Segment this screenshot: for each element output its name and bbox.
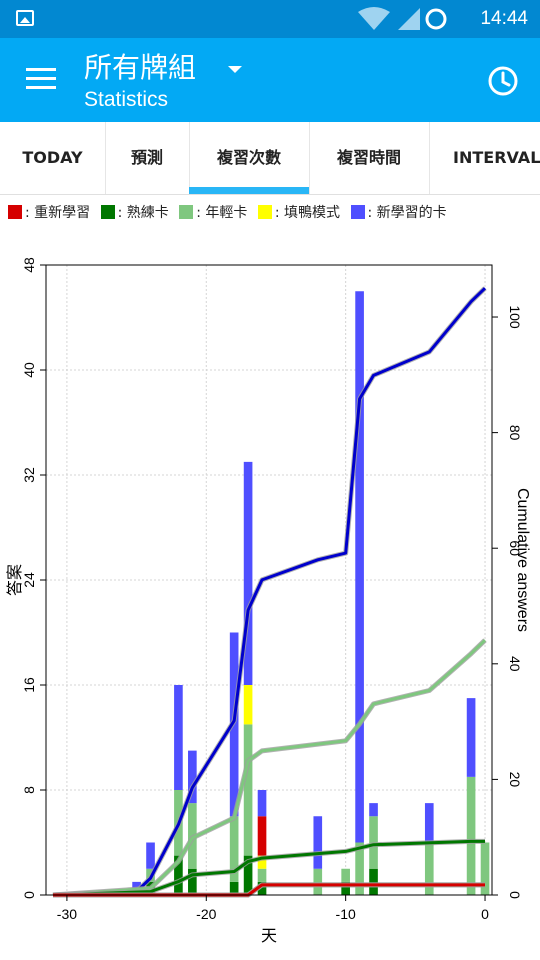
bar-learn <box>243 461 253 685</box>
y-tick-label: 32 <box>21 467 37 483</box>
cumulative-line-total <box>52 287 487 897</box>
status-time: 14:44 <box>480 8 528 29</box>
y-tick-label: 16 <box>21 677 37 693</box>
y-tick-label: 0 <box>21 891 37 899</box>
legend-swatch-mature <box>100 205 115 219</box>
legend-label-learn: 新學習的卡 <box>376 205 447 221</box>
app-toolbar: 所有牌組 Statistics <box>0 38 540 122</box>
bar-learn <box>146 842 155 869</box>
image-notification-icon <box>16 10 34 26</box>
bar-young <box>355 842 364 895</box>
signal-icon <box>398 8 420 30</box>
legend-swatch-relearn <box>8 205 22 219</box>
bar-young <box>480 842 490 895</box>
bar-mature <box>341 881 350 895</box>
review-count-chart: -30 -20 -10 0 0 8 16 24 32 40 48 0 20 40 60 80 100 天 答案 Cum… <box>6 257 531 945</box>
battery-ring-icon <box>425 8 447 30</box>
chevron-down-icon[interactable] <box>228 66 242 73</box>
deck-title[interactable]: 所有牌組 <box>84 51 197 84</box>
tab-today[interactable]: TODAY <box>0 122 106 194</box>
legend-label-mature: 熟練卡 <box>126 205 169 221</box>
bar-mature <box>257 881 267 895</box>
tab-review-count[interactable]: 複習次數 <box>189 122 310 194</box>
page-subtitle: Statistics <box>84 88 169 111</box>
bar-cram <box>243 685 253 725</box>
x-tick-label: -10 <box>336 906 356 922</box>
bar-mature <box>369 868 378 895</box>
bar-learn <box>257 790 267 817</box>
bar-relearn <box>257 816 267 856</box>
legend-item-relearn: : 重新學習 <box>8 202 90 222</box>
bar-young <box>341 868 350 882</box>
y-tick-label: 48 <box>21 257 37 273</box>
tab-intervals[interactable]: INTERVALS <box>453 148 540 167</box>
system-status-icons <box>358 7 447 30</box>
y-tick-label: 40 <box>21 362 37 378</box>
bar-young <box>424 842 434 895</box>
x-tick-label: -20 <box>196 906 216 922</box>
wifi-icon <box>358 7 390 30</box>
tab-forecast[interactable]: 預測 <box>105 122 190 194</box>
bar-learn <box>355 291 364 843</box>
bar-young <box>466 776 476 895</box>
tab-selected-indicator <box>189 187 309 194</box>
x-tick-label: -30 <box>57 906 77 922</box>
legend-label-cram: 填鴨模式 <box>284 205 341 221</box>
y2-tick-label: 100 <box>507 305 523 329</box>
bar-mature <box>174 855 183 895</box>
cumulative-line-young <box>52 639 487 897</box>
legend-item-learn: : 新學習的卡 <box>350 202 447 222</box>
bar-learn <box>424 803 434 843</box>
legend-item-mature: : 熟練卡 <box>100 202 169 222</box>
bar-cram <box>257 855 267 869</box>
menu-icon[interactable] <box>26 68 56 92</box>
legend-swatch-learn <box>350 205 365 219</box>
cumulative-line-mature <box>52 839 485 897</box>
y2-tick-label: 80 <box>507 425 523 441</box>
bar-young <box>257 868 267 882</box>
bar-mature <box>188 868 197 895</box>
bar-mature <box>229 881 239 895</box>
y-axis-label: 答案 <box>6 564 24 596</box>
legend-label-relearn: 重新學習 <box>34 205 91 221</box>
bar-young <box>313 868 323 895</box>
bar-young <box>243 724 253 856</box>
legend-swatch-cram <box>257 205 272 219</box>
y2-tick-label: 0 <box>507 891 523 899</box>
x-axis-label: 天 <box>261 928 277 945</box>
bar-young <box>229 816 239 882</box>
legend-item-cram: : 填鴨模式 <box>257 202 341 222</box>
y-tick-label: 24 <box>21 572 37 588</box>
legend-label-young: 年輕卡 <box>205 205 248 221</box>
x-tick-label: 0 <box>481 906 489 922</box>
legend-item-young: : 年輕卡 <box>179 202 247 222</box>
chart-legend: : 重新學習 : 熟練卡 : 年輕卡 : 填鴨模式 : 新學習的卡 <box>8 202 453 222</box>
status-bar: 14:44 <box>0 0 540 38</box>
y-tick-label: 8 <box>21 786 37 794</box>
clock-icon[interactable] <box>487 65 519 97</box>
bar-learn <box>313 816 323 869</box>
cumulative-shadow-total <box>52 286 487 898</box>
bar-learn <box>188 750 197 804</box>
y2-tick-label: 40 <box>507 656 523 672</box>
bar-learn <box>369 803 378 817</box>
y2-axis-label: Cumulative answers <box>514 488 531 632</box>
tab-bar: TODAY 預測 複習次數 複習時間 INTERVALS <box>0 122 540 195</box>
tab-review-time[interactable]: 複習時間 <box>309 122 430 194</box>
bar-learn <box>174 685 183 790</box>
legend-swatch-young <box>179 205 194 219</box>
y2-tick-label: 60 <box>507 540 523 556</box>
bar-mature <box>243 855 253 895</box>
y2-tick-label: 20 <box>507 772 523 788</box>
bar-learn <box>466 698 476 777</box>
